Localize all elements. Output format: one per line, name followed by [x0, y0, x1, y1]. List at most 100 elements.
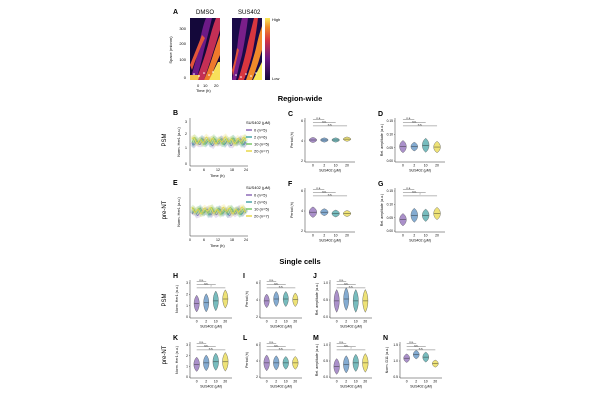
tick-label: 20: [293, 380, 297, 384]
tick-label: 2: [415, 380, 417, 384]
row-label-psm: PSM: [162, 133, 168, 146]
svg-text:24: 24: [244, 238, 248, 242]
tick-label: 0: [196, 320, 198, 324]
trace-line: [191, 136, 247, 145]
tick-label: 3: [186, 281, 188, 285]
tick-label: 2: [301, 159, 303, 163]
tick-label: 1: [186, 304, 188, 308]
heatmap-xtick: 0: [197, 83, 200, 88]
significance-label: n.s.: [339, 278, 344, 282]
ylabel-e: Norm. Her1 (a.u.): [177, 197, 181, 227]
svg-text:18: 18: [230, 168, 234, 172]
tick-label: 1: [186, 365, 188, 369]
significance-label: n.s.: [414, 343, 419, 347]
legend-entry: 20 (n=7): [254, 214, 270, 219]
x-axis-label: SUS402 (μM): [200, 385, 222, 389]
significance-label: n.s.: [328, 193, 333, 197]
tick-label: 0.0: [323, 315, 328, 319]
svg-text:0: 0: [189, 168, 191, 172]
significance-label: n.s.: [199, 278, 204, 282]
tick-label: 1.5: [393, 343, 398, 347]
significance-label: n.s.: [209, 347, 214, 351]
tick-label: 0.00: [387, 159, 394, 163]
heatmap-xlabel: Time (h): [196, 88, 211, 93]
tick-label: 20: [435, 234, 439, 238]
significance-label: n.s.: [406, 116, 411, 120]
trace-line: [191, 207, 247, 216]
panel-label-k: K: [173, 335, 178, 342]
svg-text:1: 1: [185, 146, 187, 150]
significance-label: n.s.: [274, 343, 279, 347]
tick-label: 6: [256, 281, 258, 285]
colorbar-low-label: Low: [272, 76, 279, 81]
tick-label: 2: [323, 234, 325, 238]
svg-text:18: 18: [230, 238, 234, 242]
tick-label: 20: [363, 320, 367, 324]
heatmap-sus402: [232, 18, 262, 80]
tick-label: 2: [413, 234, 415, 238]
y-axis-label: Period (h): [245, 291, 249, 307]
panel-label-j: J: [313, 273, 317, 280]
panel-a: A DMSO SUS402 Space (micron) 300 200 100…: [168, 9, 280, 93]
significance-label: n.s.: [269, 340, 274, 344]
x-axis-label: SUS402 (μM): [200, 325, 222, 329]
significance-label: n.s.: [328, 123, 333, 127]
tick-label: 10: [334, 234, 338, 238]
section-title-single-cells: Single cells: [279, 257, 320, 266]
y-axis-label: Period (h): [290, 202, 294, 218]
tick-label: 10: [424, 164, 428, 168]
tick-label: 20: [435, 164, 439, 168]
x-axis-label: SUS402 (μM): [270, 385, 292, 389]
panel-m: M 1.0 0.5 0.0 Rel. amplitude (a.u.) 0 2 10 20SUS…: [313, 335, 372, 389]
tick-label: 1.0: [393, 359, 398, 363]
tick-label: 2: [323, 164, 325, 168]
panel-e: E Norm. Her1 (a.u.) 0 6 12 18 24 Time (h…: [173, 180, 271, 248]
tick-label: 20: [345, 234, 349, 238]
ylabel-b: Norm. Her1 (a.u.): [177, 127, 181, 157]
panel-label-c: C: [288, 111, 293, 118]
x-axis-label: SUS402 (μM): [319, 239, 341, 243]
heatmap-ytick: 200: [179, 41, 186, 46]
time-traces-e: [189, 203, 249, 219]
tick-label: 0: [336, 380, 338, 384]
y-axis-label: Norm. Her1 (a.u.): [175, 285, 179, 313]
heatmap-title-dmso: DMSO: [196, 10, 214, 16]
tick-label: 1.0: [323, 281, 328, 285]
svg-text:2: 2: [185, 132, 187, 136]
significance-label: n.s.: [269, 278, 274, 282]
row-label-prent: pre-NT: [162, 200, 168, 219]
tick-label: 0.15: [387, 119, 394, 123]
significance-label: n.s.: [406, 186, 411, 190]
y-axis-label: Rel. amplitude (a.u.): [315, 344, 319, 376]
significance-label: n.s.: [274, 281, 279, 285]
xlabel-b: Time (h): [210, 173, 225, 178]
x-axis-label: SUS402 (μM): [409, 239, 431, 243]
tick-label: 0.5: [323, 298, 328, 302]
tick-label: 0.0: [323, 375, 328, 379]
heatmap-title-sus402: SUS402: [238, 10, 261, 16]
panel-label-l: L: [243, 335, 248, 342]
legend-entry: 2 (n=6): [254, 200, 267, 205]
legend-entry: 0 (n=5): [254, 128, 267, 133]
y-axis-label: Norm. Her1 (a.u.): [175, 346, 179, 374]
tick-label: 0.5: [323, 359, 328, 363]
tick-label: 4: [301, 139, 303, 143]
significance-label: n.s.: [199, 340, 204, 344]
colorbar-high-label: High: [272, 17, 280, 22]
legend-entry: 10 (n=5): [254, 142, 270, 147]
tick-label: 0: [266, 320, 268, 324]
tick-label: 0: [266, 380, 268, 384]
tick-label: 20: [223, 380, 227, 384]
significance-label: n.s.: [279, 347, 284, 351]
svg-text:12: 12: [216, 238, 220, 242]
tick-label: 0: [336, 320, 338, 324]
tick-label: 0.10: [387, 203, 394, 207]
svg-text:0: 0: [185, 162, 187, 166]
tick-label: 6: [256, 343, 258, 347]
